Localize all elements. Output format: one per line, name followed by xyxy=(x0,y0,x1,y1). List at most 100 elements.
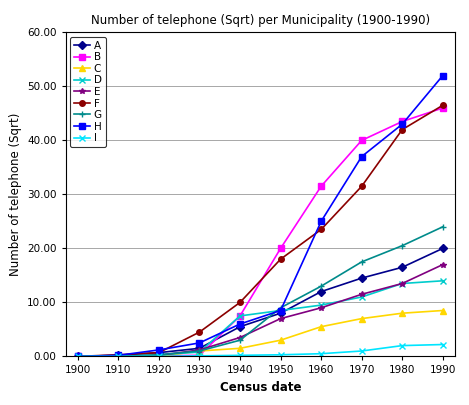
G xyxy=(197,349,202,354)
G xyxy=(359,260,364,264)
F xyxy=(278,257,283,262)
Line: F: F xyxy=(75,102,446,359)
G xyxy=(440,224,446,229)
G xyxy=(278,305,283,310)
E xyxy=(156,353,162,358)
G xyxy=(318,284,324,289)
X-axis label: Census date: Census date xyxy=(219,381,301,394)
E xyxy=(359,292,364,297)
B xyxy=(75,354,81,359)
B xyxy=(156,354,162,358)
D xyxy=(237,313,243,318)
C xyxy=(440,308,446,313)
H xyxy=(278,308,283,313)
H xyxy=(440,73,446,78)
Line: G: G xyxy=(75,223,446,360)
F xyxy=(115,352,121,357)
G xyxy=(237,338,243,343)
E xyxy=(115,354,121,358)
F xyxy=(318,227,324,232)
C xyxy=(359,316,364,321)
B xyxy=(237,313,243,318)
I xyxy=(440,342,446,347)
A xyxy=(359,276,364,281)
G xyxy=(156,352,162,357)
Line: H: H xyxy=(75,73,446,359)
I xyxy=(318,351,324,356)
A xyxy=(278,311,283,315)
C xyxy=(115,354,121,359)
D xyxy=(400,281,405,286)
E xyxy=(75,354,81,359)
B xyxy=(197,353,202,358)
Title: Number of telephone (Sqrt) per Municipality (1900-1990): Number of telephone (Sqrt) per Municipal… xyxy=(91,14,430,27)
F xyxy=(400,127,405,132)
D xyxy=(156,352,162,357)
I xyxy=(197,354,202,358)
Line: D: D xyxy=(75,278,446,359)
E xyxy=(318,305,324,310)
B xyxy=(359,138,364,143)
I xyxy=(156,354,162,359)
F xyxy=(197,330,202,335)
H xyxy=(237,322,243,326)
A xyxy=(318,289,324,294)
B xyxy=(318,184,324,189)
E xyxy=(197,347,202,352)
C xyxy=(197,349,202,354)
A xyxy=(237,324,243,329)
A xyxy=(156,350,162,355)
H xyxy=(318,219,324,224)
Line: C: C xyxy=(75,308,446,359)
C xyxy=(237,346,243,351)
G xyxy=(115,354,121,359)
D xyxy=(115,354,121,359)
B xyxy=(115,354,121,358)
H xyxy=(400,122,405,127)
F xyxy=(75,354,81,359)
I xyxy=(75,354,81,359)
F xyxy=(237,300,243,305)
H xyxy=(115,353,121,358)
H xyxy=(359,154,364,159)
B xyxy=(440,106,446,111)
H xyxy=(156,347,162,352)
B xyxy=(278,246,283,251)
I xyxy=(237,353,243,358)
A xyxy=(75,354,81,359)
Y-axis label: Number of telephone (Sqrt): Number of telephone (Sqrt) xyxy=(8,113,22,276)
C xyxy=(400,311,405,315)
A xyxy=(400,265,405,270)
C xyxy=(318,324,324,329)
E xyxy=(278,316,283,321)
E xyxy=(400,281,405,286)
Line: E: E xyxy=(75,262,446,359)
Line: A: A xyxy=(75,245,446,359)
I xyxy=(359,349,364,354)
C xyxy=(278,338,283,343)
D xyxy=(318,303,324,307)
Line: I: I xyxy=(75,342,446,359)
F xyxy=(440,103,446,108)
C xyxy=(156,354,162,359)
H xyxy=(75,354,81,359)
F xyxy=(156,350,162,355)
G xyxy=(75,354,81,359)
Legend: A, B, C, D, E, F, G, H, I: A, B, C, D, E, F, G, H, I xyxy=(70,36,106,147)
B xyxy=(400,119,405,124)
A xyxy=(197,346,202,351)
E xyxy=(237,335,243,340)
D xyxy=(75,354,81,359)
A xyxy=(440,246,446,251)
D xyxy=(440,278,446,283)
D xyxy=(197,350,202,354)
E xyxy=(440,262,446,267)
I xyxy=(400,343,405,348)
D xyxy=(359,294,364,299)
D xyxy=(278,308,283,313)
G xyxy=(400,243,405,248)
I xyxy=(115,354,121,359)
H xyxy=(197,341,202,345)
Line: B: B xyxy=(75,105,446,359)
A xyxy=(115,353,121,358)
